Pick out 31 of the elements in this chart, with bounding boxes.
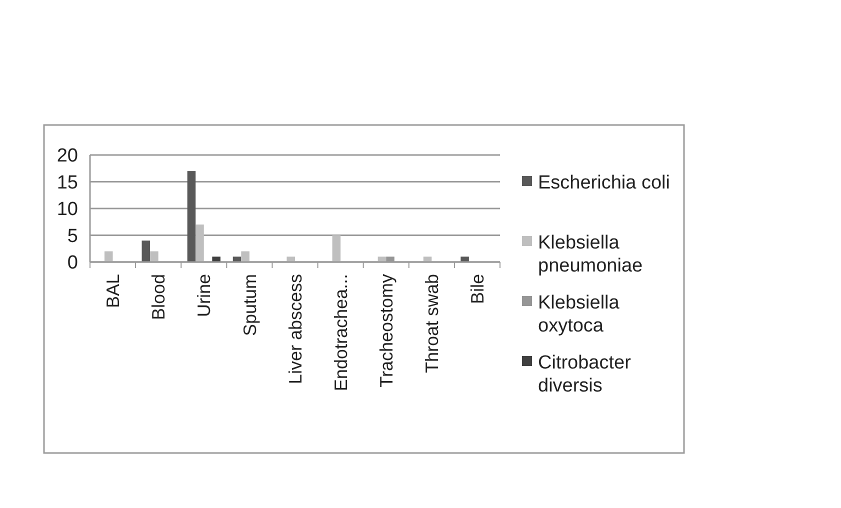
bar xyxy=(423,256,432,262)
x-tick-label: BAL xyxy=(103,274,124,308)
bar xyxy=(232,256,242,262)
bar xyxy=(286,256,295,262)
legend-label: Citrobacter diversis xyxy=(538,352,632,396)
legend-label: Klebsiella pneumoniae xyxy=(538,232,643,276)
bar xyxy=(142,240,150,262)
y-tick-label: 10 xyxy=(56,199,78,220)
bar xyxy=(378,256,386,262)
legend-label: Escherichia coli xyxy=(538,172,670,194)
bar xyxy=(460,256,469,262)
bar xyxy=(212,256,220,262)
x-tick-label: Endotrachea... xyxy=(330,274,351,392)
y-tick-label: 15 xyxy=(56,172,78,194)
bar xyxy=(104,251,113,262)
bar xyxy=(241,251,250,262)
bar xyxy=(150,251,158,262)
y-tick-label: 0 xyxy=(67,252,78,274)
x-tick-label: Liver abscess xyxy=(285,274,306,384)
x-tick-label: Sputum xyxy=(240,274,260,336)
x-tick-label: Tracheostomy xyxy=(376,274,396,388)
bar xyxy=(332,235,341,262)
x-tick-label: Bile xyxy=(468,274,488,304)
y-tick-label: 5 xyxy=(67,226,78,247)
bar xyxy=(187,171,196,262)
x-tick-label: Urine xyxy=(194,274,214,318)
bar xyxy=(196,224,204,262)
y-tick-label: 20 xyxy=(56,146,78,167)
x-tick-label: Blood xyxy=(148,274,169,320)
legend-label: Klebsiella oxytoca xyxy=(538,292,620,336)
x-tick-label: Throat swab xyxy=(422,274,442,374)
